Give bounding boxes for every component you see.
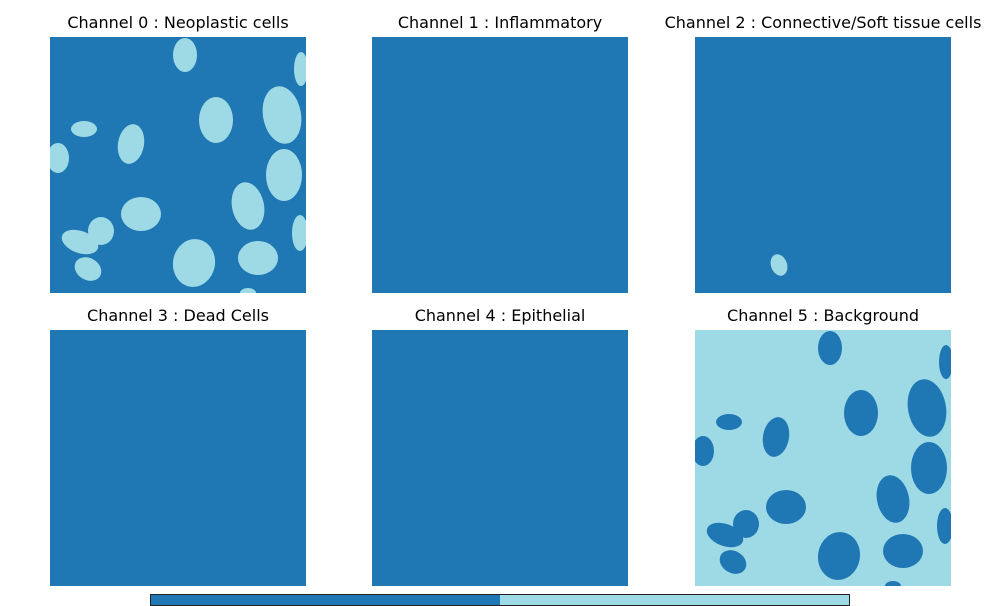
nucleus-region bbox=[939, 345, 951, 379]
panel-title-0: Channel 0 : Neoplastic cells bbox=[67, 13, 289, 32]
nucleus-region bbox=[762, 417, 790, 457]
panel-title-2: Channel 2 : Connective/Soft tissue cells bbox=[664, 13, 982, 32]
mask-panel-1 bbox=[372, 37, 628, 293]
nucleus-region bbox=[71, 121, 97, 137]
panel-title-4: Channel 4 : Epithelial bbox=[414, 306, 586, 325]
panel-title-1: Channel 1 : Inflammatory bbox=[397, 13, 603, 32]
panel-title-5: Channel 5 : Background bbox=[727, 306, 919, 325]
nucleus-region bbox=[238, 241, 278, 275]
nucleus-region bbox=[719, 550, 747, 574]
mask-background bbox=[372, 37, 628, 293]
nucleus-region bbox=[766, 490, 806, 524]
nucleus-region bbox=[818, 331, 842, 365]
nucleus-region bbox=[733, 510, 759, 538]
nucleus-region bbox=[173, 38, 197, 72]
colorbar-segment-0 bbox=[151, 595, 500, 605]
nucleus-region bbox=[117, 124, 145, 164]
nucleus-region bbox=[885, 581, 901, 586]
nucleus-region bbox=[266, 149, 302, 201]
nucleus-region bbox=[121, 197, 161, 231]
mask-background bbox=[50, 330, 306, 586]
mask-panel-0 bbox=[50, 37, 306, 293]
colorbar-segment-1 bbox=[500, 595, 849, 605]
panel-title-3: Channel 3 : Dead Cells bbox=[87, 306, 269, 325]
mask-panel-2 bbox=[695, 37, 951, 293]
nucleus-region bbox=[199, 97, 233, 143]
nucleus-region bbox=[907, 379, 947, 437]
nucleus-region bbox=[50, 143, 69, 173]
mask-panel-3 bbox=[50, 330, 306, 586]
nucleus-region bbox=[292, 215, 306, 251]
nucleus-region bbox=[937, 508, 951, 544]
nucleus-region bbox=[883, 534, 923, 568]
nucleus-region bbox=[61, 229, 99, 255]
nucleus-region bbox=[716, 414, 742, 430]
mask-background bbox=[372, 330, 628, 586]
nucleus-region bbox=[911, 442, 947, 494]
nucleus-region bbox=[294, 52, 306, 86]
nucleus-region bbox=[844, 390, 878, 436]
nucleus-region bbox=[240, 288, 256, 293]
nucleus-region bbox=[706, 522, 744, 548]
nucleus-region bbox=[695, 436, 714, 466]
nucleus-region bbox=[876, 475, 910, 523]
nucleus-region bbox=[817, 532, 861, 580]
nucleus-region bbox=[231, 182, 265, 230]
colorbar bbox=[150, 594, 850, 606]
nucleus-region bbox=[172, 239, 216, 287]
nucleus-region bbox=[770, 254, 788, 276]
mask-background bbox=[695, 37, 951, 293]
mask-panel-4 bbox=[372, 330, 628, 586]
nucleus-region bbox=[88, 217, 114, 245]
mask-panel-5 bbox=[695, 330, 951, 586]
nucleus-region bbox=[74, 257, 102, 281]
nucleus-region bbox=[262, 86, 302, 144]
